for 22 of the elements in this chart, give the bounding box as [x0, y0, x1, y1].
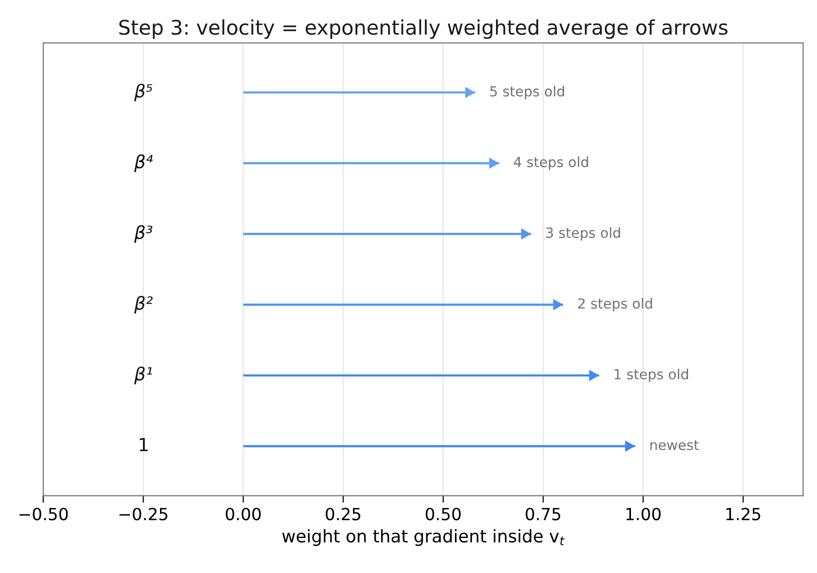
x-tick-label: 0.00 [226, 508, 261, 520]
annotation: newest [650, 440, 699, 450]
x-tick-label: −0.50 [20, 508, 68, 520]
y-tick-label: β² [134, 296, 153, 314]
y-tick-label: β⁵ [134, 84, 152, 102]
annotation: 1 steps old [614, 368, 688, 382]
y-tick-label: 1 [140, 438, 148, 452]
x-tick-label: 0.50 [426, 508, 461, 520]
annotation: 3 steps old [546, 227, 620, 241]
annotation: 4 steps old [514, 156, 588, 170]
annotation: 2 steps old [578, 298, 652, 312]
x-tick-label: 0.75 [526, 508, 560, 520]
annotation: 5 steps old [490, 86, 564, 100]
x-axis-title: weight on that gradient inside v$_{t}$ [282, 529, 565, 546]
x-tick-label: −0.25 [120, 508, 168, 520]
y-tick-label: β¹ [134, 366, 152, 384]
chart-title: Step 3: velocity = exponentially weighted average of arrows [119, 19, 728, 39]
x-tick-label: 1.00 [626, 508, 661, 520]
x-tick-label: 0.25 [326, 508, 360, 520]
y-tick-label: β⁴ [134, 154, 153, 172]
y-tick-label: β³ [134, 225, 152, 243]
x-tick-label: 1.25 [726, 508, 760, 520]
